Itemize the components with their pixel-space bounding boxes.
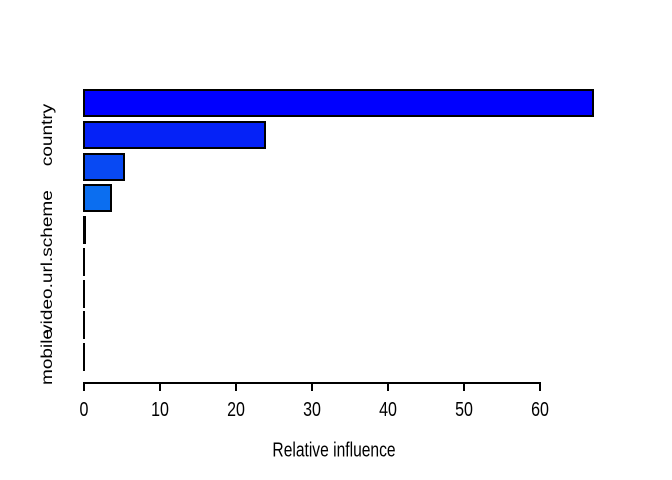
x-axis-tick: [463, 384, 465, 391]
x-axis-title: Relative influence: [272, 439, 396, 462]
x-axis-tick-label: 0: [79, 399, 89, 421]
x-axis-tick: [159, 384, 161, 391]
x-axis-tick-label: 30: [303, 399, 321, 421]
x-axis-tick-label: 60: [531, 399, 549, 421]
x-axis-tick-label: 10: [151, 399, 169, 421]
y-axis-label: mobile: [38, 329, 57, 385]
x-axis-tick: [235, 384, 237, 391]
x-axis-tick: [311, 384, 313, 391]
y-axis-label: video.url.scheme: [38, 190, 57, 334]
x-axis-line: [83, 382, 541, 384]
bar: [83, 153, 125, 181]
bar: [83, 343, 85, 371]
x-axis-tick: [387, 384, 389, 391]
bar: [83, 311, 85, 339]
bar: [83, 280, 85, 308]
bar: [83, 216, 86, 244]
x-axis-tick: [539, 384, 541, 391]
bar: [83, 121, 266, 149]
x-axis-tick-label: 50: [455, 399, 473, 421]
bar: [83, 248, 85, 276]
x-axis-tick-label: 20: [227, 399, 245, 421]
y-axis-label: country: [38, 103, 57, 167]
bar: [83, 184, 112, 212]
x-axis-tick: [83, 384, 85, 391]
x-axis-tick-label: 40: [379, 399, 397, 421]
bar: [83, 89, 594, 117]
